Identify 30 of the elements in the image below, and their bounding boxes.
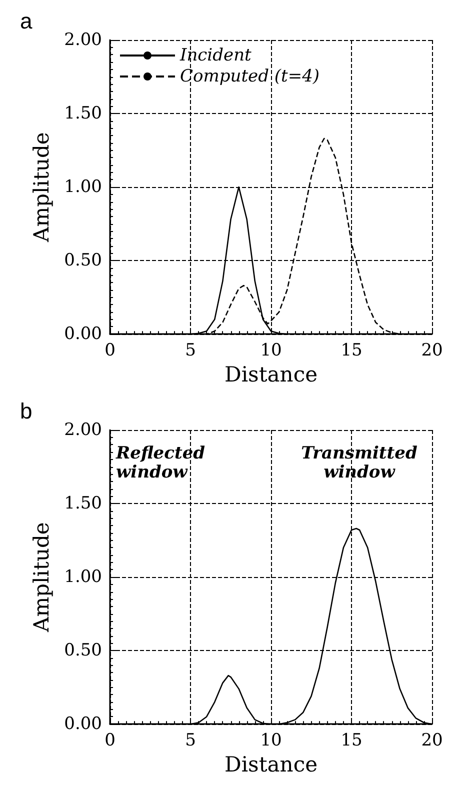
y-tick-label: 1.50 <box>64 104 102 124</box>
x-tick-label: 0 <box>104 340 116 361</box>
x-axis-title: Distance <box>224 362 318 386</box>
chart-title: b <box>20 398 32 424</box>
x-tick-label: 10 <box>260 340 282 361</box>
y-tick-label: 1.00 <box>64 567 102 588</box>
y-tick-label: 1.50 <box>64 494 102 514</box>
y-tick-label: 2.00 <box>64 420 102 440</box>
annotation: Reflected window <box>115 444 206 482</box>
x-tick-label: 5 <box>185 730 196 751</box>
x-tick-label: 5 <box>185 340 196 361</box>
y-tick-label: 0.00 <box>64 714 102 734</box>
y-tick-label: 2.00 <box>64 30 102 50</box>
x-tick-label: 10 <box>260 730 282 751</box>
y-tick-label: 1.00 <box>64 177 102 198</box>
legend-label: Computed (t=4) <box>180 66 320 86</box>
x-tick-label: 20 <box>421 730 443 751</box>
y-tick-label: 0.50 <box>64 640 102 661</box>
annotation: Transmitted window <box>301 444 418 482</box>
y-tick-label: 0.50 <box>64 250 102 271</box>
y-tick-label: 0.00 <box>64 324 102 344</box>
x-tick-label: 15 <box>340 730 362 751</box>
legend-label: Incident <box>179 46 252 66</box>
y-axis-title: Amplitude <box>30 522 54 633</box>
x-tick-label: 15 <box>340 340 362 361</box>
x-axis-title: Distance <box>224 752 318 776</box>
y-axis-title: Amplitude <box>30 132 54 243</box>
x-tick-label: 0 <box>104 730 116 751</box>
chart-title: a <box>20 8 33 34</box>
x-tick-label: 20 <box>421 340 443 361</box>
